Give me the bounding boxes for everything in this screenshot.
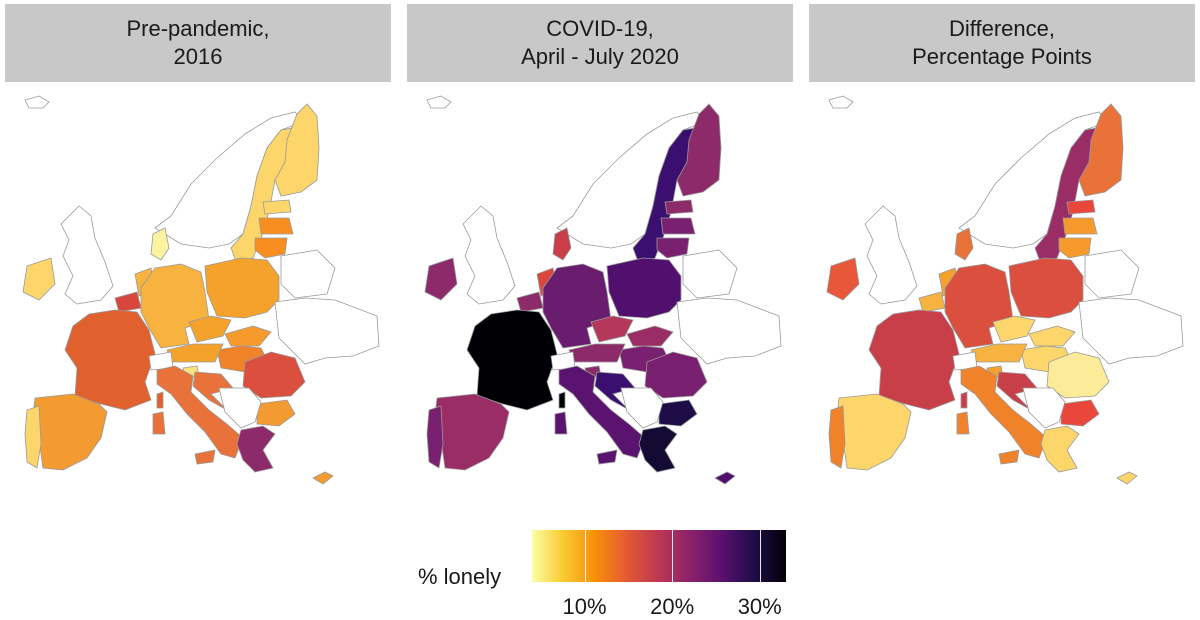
country-lithuania <box>1059 238 1091 258</box>
legend-tick-30 <box>760 530 761 582</box>
country-belarus <box>1085 250 1139 298</box>
country-romania <box>1047 352 1109 398</box>
country-latvia <box>259 218 293 234</box>
country-france <box>65 310 155 410</box>
country-uk <box>865 206 917 304</box>
country-sardinia <box>957 412 969 434</box>
map-covid <box>407 88 793 488</box>
country-sicily <box>597 450 617 464</box>
country-france <box>869 310 959 410</box>
country-slovakia <box>1029 326 1075 346</box>
country-spain <box>837 394 911 470</box>
country-denmark <box>553 228 571 260</box>
country-greece <box>639 426 677 472</box>
country-slovakia <box>627 326 673 346</box>
panel-title-line2: 2016 <box>174 43 223 71</box>
legend-tick-label: 10% <box>563 594 607 620</box>
country-bulgaria <box>1061 400 1099 426</box>
country-spain <box>33 394 107 470</box>
panel-covid: COVID-19, April - July 2020 <box>407 4 793 494</box>
country-sardinia <box>555 412 567 434</box>
panel-title-line2: April - July 2020 <box>521 43 679 71</box>
country-ireland <box>425 258 457 300</box>
country-belarus <box>683 250 737 298</box>
country-greece <box>1041 426 1079 472</box>
country-ukraine <box>1079 298 1183 364</box>
country-ukraine <box>275 298 379 364</box>
country-belgium <box>517 292 543 312</box>
panel-title-line1: COVID-19, <box>546 15 654 43</box>
country-sicily <box>999 450 1019 464</box>
legend-tick-10 <box>585 530 586 582</box>
country-estonia <box>263 200 291 214</box>
country-denmark <box>151 228 169 260</box>
country-denmark <box>955 228 973 260</box>
country-bulgaria <box>257 400 295 426</box>
legend-colorbar <box>532 530 786 582</box>
country-cyprus <box>313 472 333 484</box>
country-austria <box>569 344 625 362</box>
country-estonia <box>1067 200 1095 214</box>
legend-tick-label: 30% <box>738 594 782 620</box>
legend-tick-20 <box>672 530 673 582</box>
country-czechia <box>993 316 1035 342</box>
country-poland <box>205 258 279 318</box>
country-belgium <box>115 292 141 312</box>
country-latvia <box>661 218 695 234</box>
country-cyprus <box>1117 472 1137 484</box>
country-ireland <box>23 258 55 300</box>
country-iceland <box>25 96 49 108</box>
country-sicily <box>195 450 215 464</box>
country-greece <box>237 426 275 472</box>
country-poland <box>1009 258 1083 318</box>
country-bulgaria <box>659 400 697 426</box>
country-lithuania <box>255 238 287 258</box>
country-corsica <box>559 392 565 408</box>
country-spain <box>435 394 509 470</box>
map-pre-pandemic <box>5 88 391 488</box>
country-cyprus <box>715 472 735 484</box>
country-austria <box>971 344 1027 362</box>
panel-title-strip: Difference, Percentage Points <box>809 4 1195 82</box>
country-latvia <box>1063 218 1097 234</box>
country-lithuania <box>657 238 689 258</box>
country-romania <box>645 352 707 398</box>
panel-difference: Difference, Percentage Points <box>809 4 1195 494</box>
country-france <box>467 310 557 410</box>
country-austria <box>167 344 223 362</box>
country-slovakia <box>225 326 271 346</box>
map-difference <box>809 88 1195 488</box>
country-portugal <box>427 406 443 468</box>
panel-title-strip: Pre-pandemic, 2016 <box>5 4 391 82</box>
country-ireland <box>827 258 859 300</box>
legend-tick-label: 20% <box>650 594 694 620</box>
country-iceland <box>829 96 853 108</box>
country-poland <box>607 258 681 318</box>
country-portugal <box>25 406 41 468</box>
country-iceland <box>427 96 451 108</box>
panel-title-strip: COVID-19, April - July 2020 <box>407 4 793 82</box>
country-belarus <box>281 250 335 298</box>
country-belgium <box>919 292 945 312</box>
country-ukraine <box>677 298 781 364</box>
country-corsica <box>961 392 967 408</box>
legend-title: % lonely <box>418 564 501 590</box>
color-legend: % lonely 10% 20% 30% <box>410 528 810 618</box>
panel-pre-pandemic: Pre-pandemic, 2016 <box>5 4 391 494</box>
country-romania <box>243 352 305 398</box>
panel-title-line2: Percentage Points <box>912 43 1092 71</box>
country-estonia <box>665 200 693 214</box>
panel-title-line1: Difference, <box>949 15 1055 43</box>
panel-title-line1: Pre-pandemic, <box>126 15 269 43</box>
country-czechia <box>189 316 231 342</box>
country-czechia <box>591 316 633 342</box>
country-uk <box>463 206 515 304</box>
country-portugal <box>829 406 845 468</box>
country-corsica <box>157 392 163 408</box>
country-uk <box>61 206 113 304</box>
country-sardinia <box>153 412 165 434</box>
